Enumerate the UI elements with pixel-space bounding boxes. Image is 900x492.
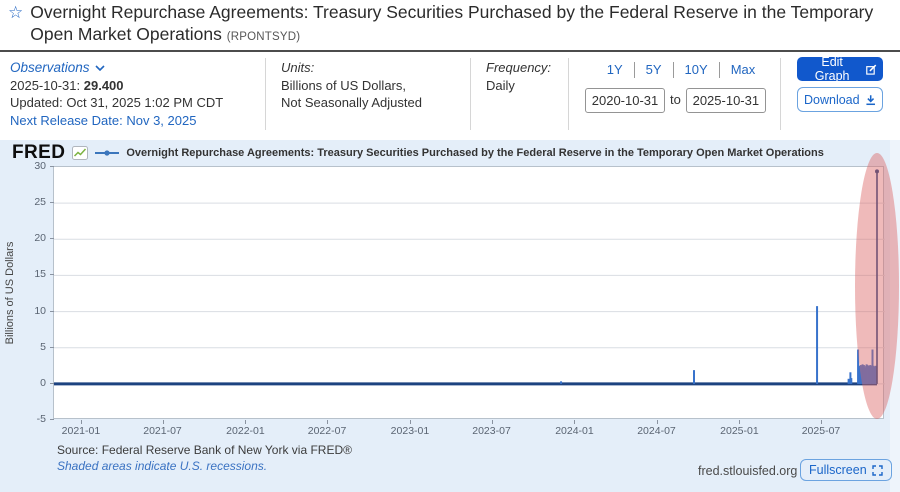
download-label: Download <box>804 92 860 107</box>
observations-label: Observations <box>10 60 90 75</box>
fred-chart-icon <box>72 146 89 160</box>
page-header: ☆ Overnight Repurchase Agreements: Treas… <box>8 2 888 46</box>
next-release-link[interactable]: Next Release Date: Nov 3, 2025 <box>10 112 197 128</box>
fred-chart-panel: FRED Overnight Repurchase Agreements: Tr… <box>0 140 900 492</box>
fullscreen-label: Fullscreen <box>809 463 867 477</box>
series-id: (RPONTSYD) <box>226 30 301 43</box>
x-tick-label: 2021-07 <box>143 425 182 437</box>
graph-actions: Edit Graph Download <box>797 55 889 112</box>
observations-column: Observations 2025-10-31: 29.400 Updated:… <box>10 59 223 129</box>
units-label: Units: <box>281 60 315 75</box>
series-meta-bar: Observations 2025-10-31: 29.400 Updated:… <box>0 52 900 138</box>
divider <box>718 61 720 78</box>
x-tick-label: 2022-01 <box>226 425 265 437</box>
fullscreen-expand-icon <box>871 464 883 476</box>
source-note: Source: Federal Reserve Bank of New York… <box>57 443 352 457</box>
date-range-controls: 1Y 5Y 10Y Max to <box>585 61 777 113</box>
x-tick-label: 2023-07 <box>472 425 511 437</box>
units-line2: Not Seasonally Adjusted <box>281 95 422 110</box>
favorite-star-icon[interactable]: ☆ <box>8 3 24 22</box>
divider <box>672 61 674 78</box>
site-url-label: fred.stlouisfed.org <box>698 464 798 478</box>
start-date-input[interactable] <box>585 87 665 113</box>
to-label: to <box>670 92 681 108</box>
fullscreen-button[interactable]: Fullscreen <box>800 459 892 481</box>
x-tick-label: 2025-07 <box>801 425 841 437</box>
y-axis-title: Billions of US Dollars <box>4 241 16 345</box>
x-tick-mark <box>491 420 493 424</box>
edit-graph-label: Edit Graph <box>814 55 850 83</box>
chart-header-bar: FRED Overnight Repurchase Agreements: Tr… <box>12 142 824 164</box>
x-tick-mark <box>739 420 741 424</box>
x-tick-mark <box>327 420 329 424</box>
divider <box>470 58 471 130</box>
latest-observation-value: 29.400 <box>83 77 124 93</box>
units-line1: Billions of US Dollars, <box>281 77 406 93</box>
y-tick-mark <box>50 274 54 276</box>
observations-dropdown[interactable]: Observations <box>10 59 105 77</box>
divider <box>265 58 266 130</box>
x-tick-mark <box>409 420 411 424</box>
recessions-note-link[interactable]: Shaded areas indicate U.S. recessions. <box>57 459 268 473</box>
range-preset-max[interactable]: Max <box>730 62 756 77</box>
download-icon <box>866 94 875 105</box>
units-column: Units: Billions of US Dollars, Not Seaso… <box>281 59 422 112</box>
x-tick-mark <box>245 420 247 424</box>
y-tick-mark <box>50 238 54 240</box>
y-tick-mark <box>50 166 54 167</box>
x-tick-mark <box>574 420 576 424</box>
x-tick-label: 2022-07 <box>307 425 347 437</box>
divider <box>568 58 569 130</box>
range-preset-1y[interactable]: 1Y <box>606 62 623 77</box>
y-tick-label: 5 <box>40 340 46 353</box>
divider <box>633 61 635 78</box>
title-divider <box>0 50 900 52</box>
legend-series-label: Overnight Repurchase Agreements: Treasur… <box>126 147 824 159</box>
frequency-value: Daily <box>486 77 515 93</box>
y-tick-mark <box>50 310 54 312</box>
page-title: Overnight Repurchase Agreements: Treasur… <box>30 2 888 46</box>
end-date-input[interactable] <box>685 87 766 113</box>
plot-area <box>53 166 885 419</box>
y-tick-label: 15 <box>34 268 46 281</box>
series-plot <box>54 169 885 386</box>
download-button[interactable]: Download <box>797 87 883 112</box>
divider <box>780 58 781 130</box>
range-presets: 1Y 5Y 10Y Max <box>585 61 777 79</box>
edit-pencil-icon <box>866 64 877 75</box>
x-tick-mark <box>821 420 822 424</box>
latest-observation-date: 2025-10-31: <box>10 77 81 93</box>
chart-right-gutter <box>890 140 900 492</box>
range-preset-10y[interactable]: 10Y <box>684 62 708 77</box>
latest-observation: 2025-10-31: 29.400 <box>10 77 223 95</box>
y-tick-label: 0 <box>40 376 46 389</box>
latest-observation-marker <box>875 169 879 174</box>
y-tick-mark <box>50 382 54 384</box>
x-tick-mark <box>656 420 658 424</box>
x-tick-label: 2024-07 <box>637 425 676 437</box>
x-tick-label: 2023-01 <box>390 425 430 437</box>
y-tick-label: -5 <box>36 413 46 425</box>
x-tick-label: 2021-01 <box>61 425 101 437</box>
x-tick-mark <box>162 420 164 424</box>
x-tick-label: 2025-01 <box>720 425 759 437</box>
y-tick-label: 20 <box>34 232 46 245</box>
series-title-text: Overnight Repurchase Agreements: Treasur… <box>30 2 874 44</box>
x-tick-mark <box>80 420 82 424</box>
frequency-column: Frequency: Daily <box>486 59 551 94</box>
updated-timestamp: Updated: Oct 31, 2025 1:02 PM CDT <box>10 95 224 110</box>
y-tick-label: 30 <box>34 160 46 172</box>
y-tick-mark <box>50 419 54 420</box>
range-preset-5y[interactable]: 5Y <box>645 62 662 77</box>
legend-line-marker <box>95 150 120 156</box>
frequency-label: Frequency: <box>486 60 552 75</box>
y-tick-label: 25 <box>34 196 46 209</box>
x-tick-label: 2024-01 <box>555 425 594 437</box>
y-tick-label: 10 <box>34 304 46 317</box>
y-tick-mark <box>50 346 54 348</box>
edit-graph-button[interactable]: Edit Graph <box>797 55 883 83</box>
y-tick-mark <box>50 202 54 204</box>
fred-logo[interactable]: FRED <box>12 142 66 163</box>
chevron-down-icon <box>94 65 105 71</box>
